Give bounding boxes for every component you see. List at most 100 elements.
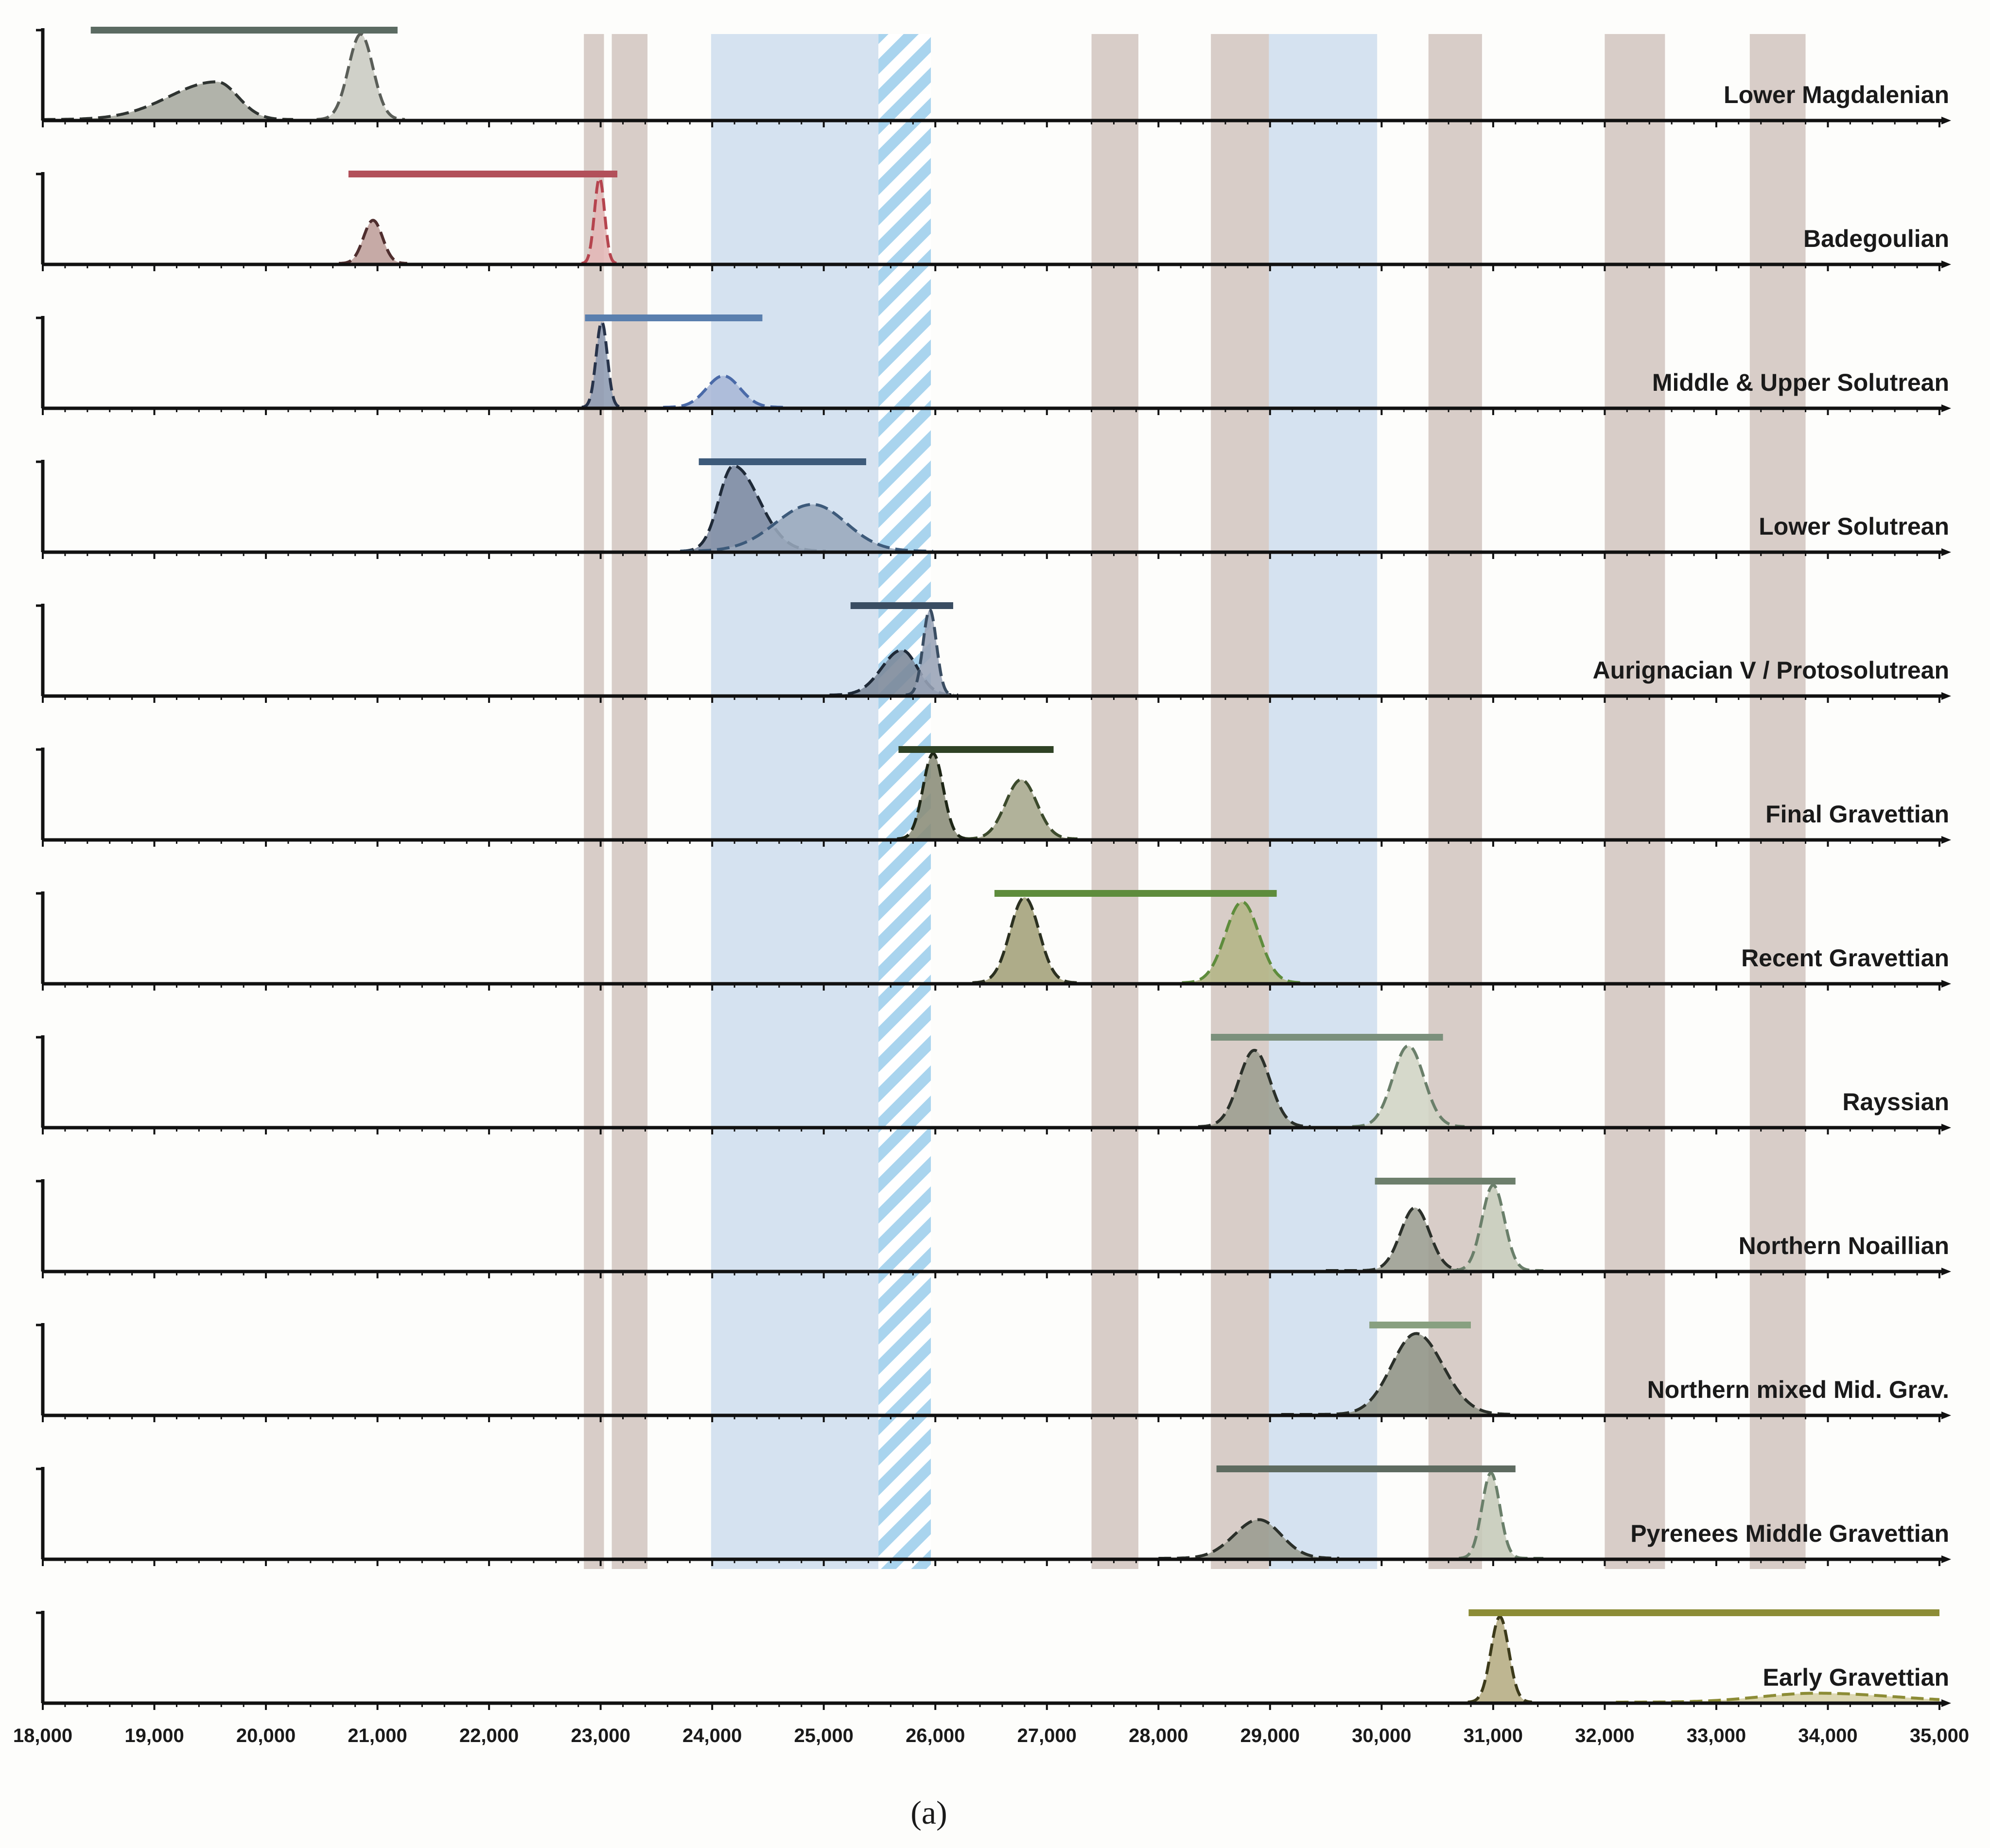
- x-tick-label-7: 25,000: [794, 1725, 854, 1746]
- row-label-0: Lower Magdalenian: [1724, 81, 1949, 108]
- arrow-head-10: [1941, 1555, 1951, 1563]
- x-tick-label-5: 23,000: [571, 1725, 630, 1746]
- arrow-head-7: [1941, 1124, 1951, 1132]
- arrow-head-2: [1941, 404, 1951, 412]
- range-bar-7: [1211, 1034, 1443, 1041]
- arrow-head-3: [1941, 548, 1951, 556]
- arrow-head-6: [1941, 980, 1951, 988]
- row-label-8: Northern Noaillian: [1739, 1232, 1949, 1259]
- row-label-9: Northern mixed Mid. Grav.: [1647, 1376, 1949, 1403]
- row-3: Lower Solutrean: [36, 458, 1951, 559]
- range-bar-11: [1468, 1609, 1939, 1616]
- curve-fill-4-1: [906, 610, 954, 695]
- curve-fill-7-1: [1352, 1046, 1465, 1127]
- range-bar-4: [850, 602, 953, 609]
- row-label-2: Middle & Upper Solutrean: [1652, 369, 1949, 396]
- range-bar-5: [898, 746, 1054, 753]
- curve-outline-0-0: [43, 80, 294, 121]
- curve-outline-10-1: [1458, 1471, 1544, 1560]
- curve-fill-0-0: [43, 82, 294, 120]
- arrow-head-0: [1941, 117, 1951, 124]
- curve-outline-0-1: [315, 33, 406, 121]
- arrow-head-11: [1941, 1699, 1951, 1707]
- curve-outline-11-1: [1616, 1691, 1940, 1704]
- curve-fill-8-0: [1326, 1207, 1467, 1271]
- x-tick-label-1: 19,000: [124, 1725, 184, 1746]
- curve-outline-1-1: [580, 176, 619, 265]
- background-bands: [584, 34, 1806, 1569]
- curve-outline-1-0: [338, 219, 408, 265]
- x-tick-label-11: 29,000: [1240, 1725, 1300, 1746]
- range-bar-0: [90, 27, 398, 34]
- row-10: Pyrenees Middle Gravettian: [36, 1465, 1951, 1566]
- curve-outline-11-0: [1466, 1615, 1533, 1704]
- row-11: Early Gravettian: [36, 1609, 1951, 1710]
- curve-outline-3-1: [680, 503, 933, 553]
- arrow-head-8: [1941, 1268, 1951, 1275]
- curve-outline-6-1: [1181, 900, 1303, 984]
- stadial-band-9: [1749, 34, 1806, 1569]
- row-label-11: Early Gravettian: [1763, 1664, 1949, 1691]
- curve-fill-2-1: [663, 376, 784, 407]
- row-label-5: Final Gravettian: [1765, 801, 1949, 828]
- row-label-1: Badegoulian: [1803, 225, 1949, 252]
- x-tick-label-3: 21,000: [348, 1725, 407, 1746]
- x-tick-label-4: 22,000: [459, 1725, 519, 1746]
- range-bar-10: [1216, 1465, 1516, 1472]
- arrow-head-1: [1941, 261, 1951, 268]
- curve-fill-1-0: [339, 220, 407, 263]
- x-axis: 18,000 19,000 20,000 21,000 22,000 23,000 24,0…: [13, 1725, 1969, 1746]
- curve-fill-6-1: [1182, 902, 1303, 983]
- row-label-10: Pyrenees Middle Gravettian: [1630, 1520, 1949, 1547]
- stadial-band-4: [1091, 34, 1138, 1569]
- curve-fill-5-0: [897, 753, 969, 839]
- x-tick-label-15: 33,000: [1687, 1725, 1746, 1746]
- curve-outline-6-0: [972, 896, 1078, 984]
- curve-outline-7-0: [1197, 1048, 1311, 1128]
- curve-fill-7-0: [1198, 1050, 1311, 1127]
- stadial-band-8: [1605, 34, 1665, 1569]
- row-4: Aurignacian V / Protosolutrean: [36, 602, 1951, 703]
- range-bar-8: [1375, 1178, 1516, 1185]
- curve-outline-5-1: [964, 778, 1078, 840]
- row-label-7: Rayssian: [1842, 1088, 1949, 1116]
- curve-outline-7-1: [1351, 1044, 1466, 1128]
- stadial-band-5: [1211, 34, 1269, 1569]
- x-tick-label-8: 26,000: [906, 1725, 965, 1746]
- x-tick-label-16: 34,000: [1798, 1725, 1857, 1746]
- curve-outline-5-0: [896, 752, 970, 840]
- stadial-band-0: [584, 34, 604, 1569]
- row-6: Recent Gravettian: [36, 890, 1951, 991]
- range-bar-6: [994, 890, 1277, 897]
- x-tick-label-2: 20,000: [236, 1725, 296, 1746]
- x-tick-label-14: 32,000: [1575, 1725, 1634, 1746]
- x-tick-label-13: 31,000: [1464, 1725, 1523, 1746]
- row-7: Rayssian: [36, 1034, 1951, 1134]
- curve-fill-3-1: [680, 504, 933, 551]
- arrow-head-9: [1941, 1412, 1951, 1419]
- arrow-head-4: [1941, 692, 1951, 700]
- curve-fill-9-0: [1281, 1333, 1513, 1414]
- curve-fill-1-1: [581, 178, 618, 263]
- curve-outline-3-0: [681, 464, 826, 553]
- row-8: Northern Noaillian: [36, 1178, 1951, 1278]
- range-bar-2: [585, 314, 763, 321]
- curve-fill-3-0: [681, 466, 826, 551]
- curve-outline-2-1: [663, 374, 785, 409]
- curve-fill-11-0: [1467, 1617, 1532, 1702]
- curve-outline-4-0: [829, 648, 959, 697]
- figure-caption: (a): [910, 1794, 947, 1831]
- row-0: Lower Magdalenian: [36, 27, 1951, 127]
- x-tick-label-12: 30,000: [1352, 1725, 1411, 1746]
- x-tick-label-9: 27,000: [1017, 1725, 1077, 1746]
- curve-fill-0-1: [316, 34, 405, 120]
- range-bar-9: [1369, 1322, 1471, 1328]
- stadial-band-7: [1428, 34, 1482, 1569]
- x-tick-label-0: 18,000: [13, 1725, 72, 1746]
- blue-interval-band-2: [711, 34, 879, 1569]
- x-tick-label-6: 24,000: [682, 1725, 742, 1746]
- arrow-head-5: [1941, 836, 1951, 844]
- range-bar-1: [348, 171, 618, 177]
- row-label-3: Lower Solutrean: [1759, 513, 1949, 540]
- curve-fill-8-1: [1453, 1185, 1544, 1271]
